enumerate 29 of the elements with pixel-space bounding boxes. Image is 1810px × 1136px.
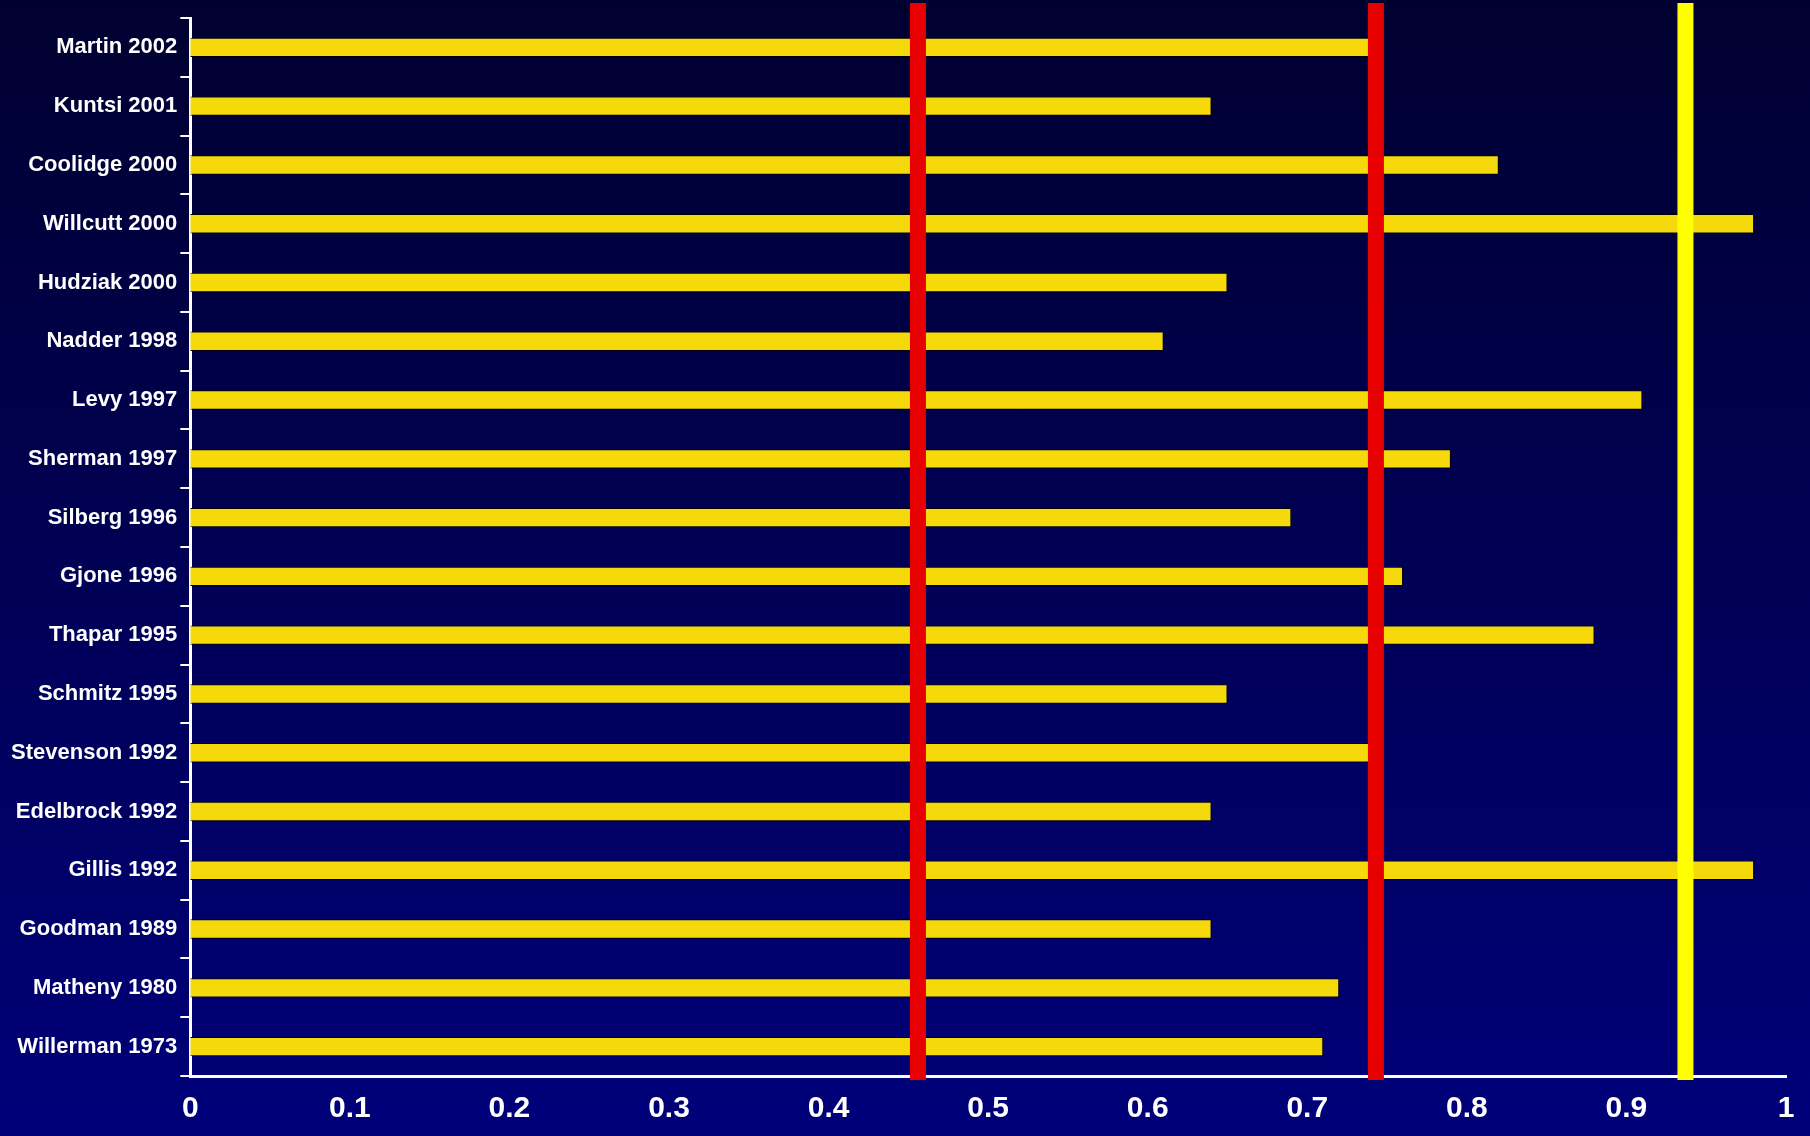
y-tick-label: Martin 2002 <box>56 33 178 59</box>
x-tick-label: 0.5 <box>967 1090 1010 1124</box>
y-tick-label: Kuntsi 2001 <box>53 92 178 118</box>
x-tick-label: 1 <box>1777 1090 1795 1124</box>
y-tick-label: Willerman 1973 <box>17 1032 178 1058</box>
y-tick-label: Gjone 1996 <box>59 562 178 588</box>
y-tick-label: Edelbrock 1992 <box>15 797 178 823</box>
y-tick-label: Silberg 1996 <box>47 503 178 529</box>
y-tick-label: Schmitz 1995 <box>37 680 178 706</box>
y-tick-label: Sherman 1997 <box>28 444 178 470</box>
y-tick-label: Matheny 1980 <box>33 973 178 999</box>
y-tick-label: Levy 1997 <box>72 386 178 412</box>
x-tick-label: 0.6 <box>1126 1090 1169 1124</box>
x-tick-label: 0.7 <box>1286 1090 1329 1124</box>
x-tick-label: 0.8 <box>1446 1090 1488 1124</box>
y-tick-label: Thapar 1995 <box>48 621 178 647</box>
x-tick-label: 0.9 <box>1605 1090 1648 1124</box>
y-tick-label: Hudziak 2000 <box>37 268 178 294</box>
y-tick-label: Coolidge 2000 <box>28 151 178 177</box>
y-tick-label: Goodman 1989 <box>19 915 178 941</box>
y-tick-label: Gillis 1992 <box>68 856 178 882</box>
x-tick-label: 0.1 <box>329 1090 371 1124</box>
x-tick-label: 0 <box>181 1090 199 1124</box>
x-tick-label: 0.4 <box>807 1090 850 1124</box>
y-tick-label: Stevenson 1992 <box>11 738 178 764</box>
y-tick-label: Nadder 1998 <box>46 327 178 353</box>
x-tick-label: 0.3 <box>648 1090 690 1124</box>
y-tick-label: Willcutt 2000 <box>43 209 178 235</box>
x-tick-label: 0.2 <box>488 1090 531 1124</box>
